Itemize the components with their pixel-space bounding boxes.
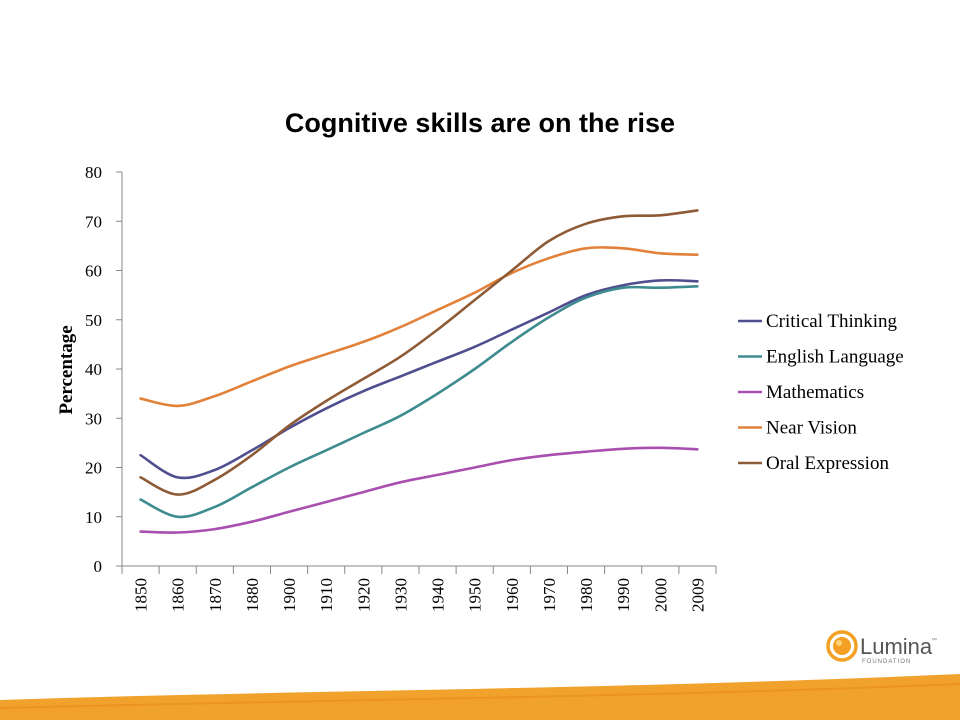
y-tick-label: 70 xyxy=(85,212,102,231)
series-line-critical-thinking xyxy=(139,278,699,480)
x-tick-label: 1880 xyxy=(243,578,262,612)
x-tick-label: 1940 xyxy=(429,578,448,612)
x-tick-label: 1960 xyxy=(503,578,522,612)
slide-title: Cognitive skills are on the rise xyxy=(284,108,676,138)
x-tick-label: 1930 xyxy=(391,578,410,612)
y-tick-label: 10 xyxy=(85,508,102,527)
x-tick-label: 1970 xyxy=(540,578,559,612)
x-tick-label: 2000 xyxy=(651,578,670,612)
logo-tm: ™ xyxy=(931,637,938,644)
logo-name: Lumina xyxy=(860,634,933,659)
series-line-near-vision xyxy=(139,246,699,408)
x-tick-label: 1850 xyxy=(132,578,151,612)
y-tick-label: 0 xyxy=(94,557,103,576)
y-tick-label: 30 xyxy=(85,409,102,428)
legend-label-near-vision: Near Vision xyxy=(766,418,857,439)
series-line-oral-expression xyxy=(139,209,699,496)
x-tick-label: 1870 xyxy=(206,578,225,612)
x-tick-label: 1990 xyxy=(614,578,633,612)
y-tick-label: 80 xyxy=(85,163,102,182)
legend-label-mathematics: Mathematics xyxy=(766,382,864,403)
x-tick-label: 1900 xyxy=(280,578,299,612)
x-tick-label: 1860 xyxy=(169,578,188,612)
series-line-english-language xyxy=(139,285,699,519)
series-line-mathematics xyxy=(139,446,699,534)
legend-label-english-language: English Language xyxy=(766,347,904,368)
y-tick-label: 50 xyxy=(85,311,102,330)
footer-band xyxy=(0,674,960,720)
lumina-logo: Lumina ™ FOUNDATION xyxy=(826,630,938,665)
y-tick-label: 40 xyxy=(85,360,102,379)
x-tick-label: 1980 xyxy=(577,578,596,612)
legend-label-critical-thinking: Critical Thinking xyxy=(766,311,898,332)
axes: 0 10 20 30 40 50 60 70 80 1850 1860 1870 1880 1900 191… xyxy=(85,163,717,612)
logo-subtitle: FOUNDATION xyxy=(862,659,911,665)
x-tick-label: 1950 xyxy=(466,578,485,612)
legend-label-oral-expression: Oral Expression xyxy=(766,453,889,474)
y-tick-label: 20 xyxy=(85,459,102,478)
y-tick-label: 60 xyxy=(85,262,102,281)
y-axis-label: Percentage xyxy=(56,325,77,414)
x-tick-label: 2009 xyxy=(688,578,707,612)
series-lines xyxy=(139,209,699,534)
legend: Critical Thinking English Language Mathema… xyxy=(738,311,904,474)
x-tick-label: 1920 xyxy=(354,578,373,612)
lumina-sun-icon xyxy=(826,630,858,662)
x-tick-label: 1910 xyxy=(317,578,336,612)
